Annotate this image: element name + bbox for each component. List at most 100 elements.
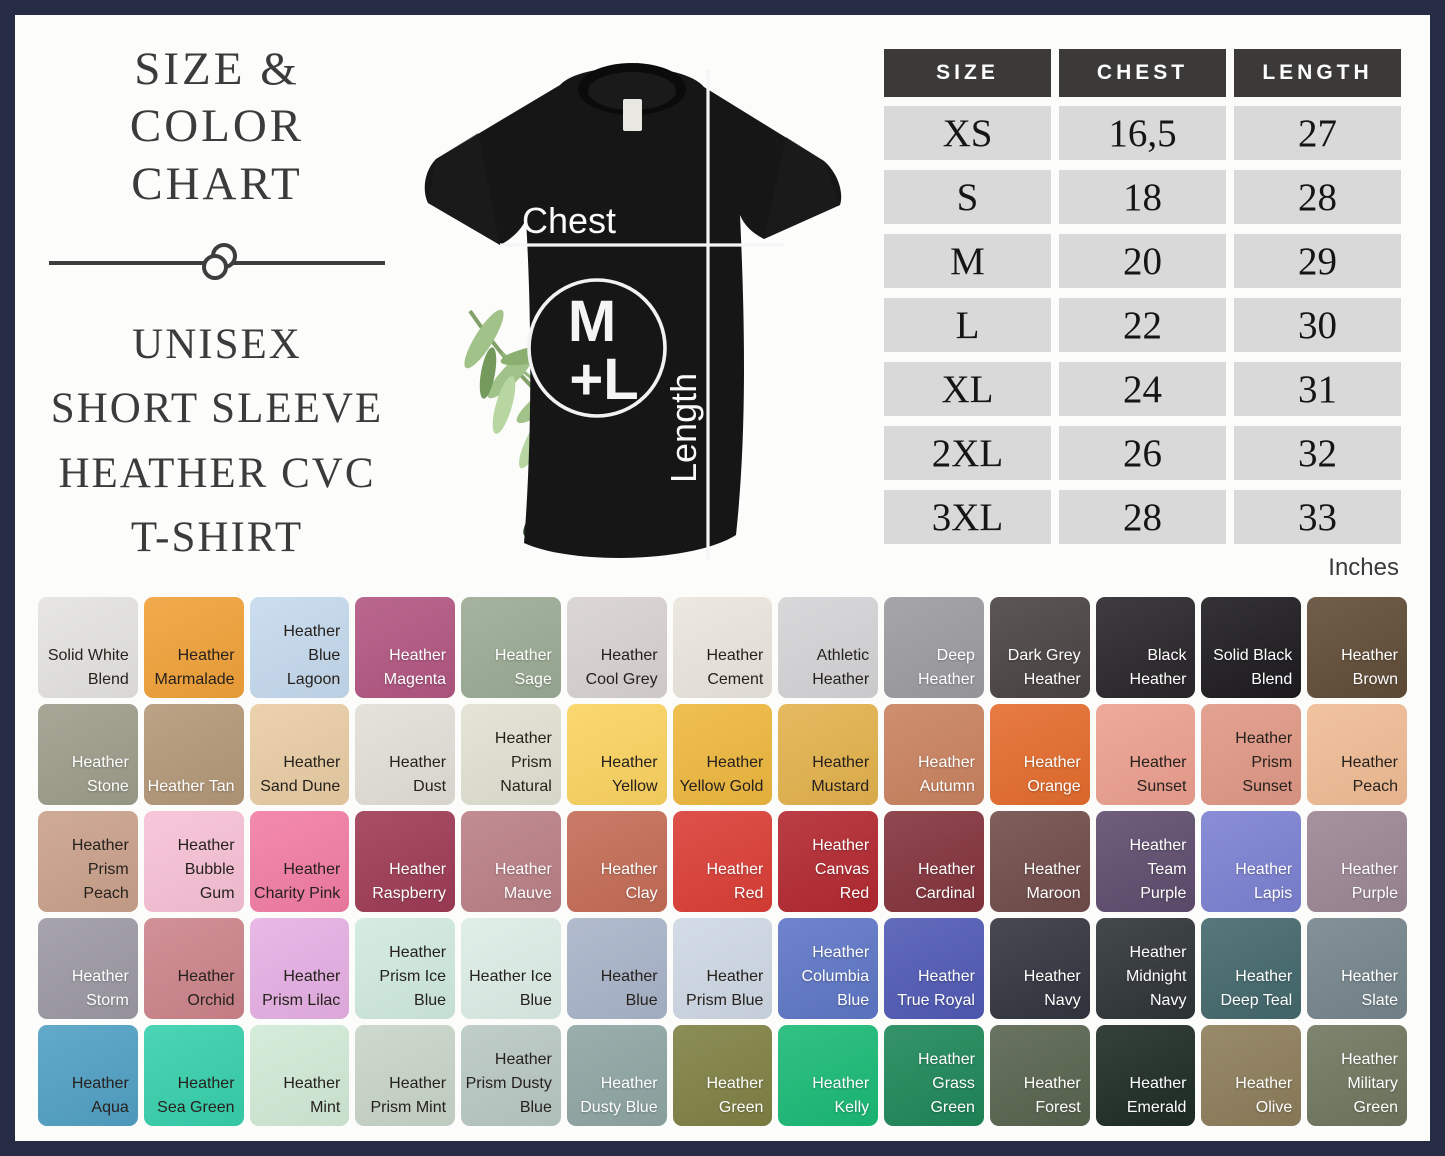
color-swatch-label: Heather Mustard	[811, 754, 870, 795]
color-swatch-label: Heather Blue	[600, 968, 658, 1009]
color-swatch-label: Solid White Blend	[47, 647, 129, 688]
collar-tag-icon	[623, 99, 642, 131]
color-swatch-label: Heather Mauve	[494, 861, 552, 902]
color-swatch: Heather Prism Mint	[355, 1025, 456, 1126]
color-swatch: Heather Emerald	[1095, 1025, 1196, 1126]
color-swatch: Heather Red	[672, 811, 773, 912]
color-swatch-label: Heather Military Green	[1341, 1051, 1398, 1116]
product-subtitle-line: T-SHIRT	[130, 514, 304, 562]
color-swatch: Black Heather	[1095, 597, 1196, 698]
color-swatch-label: Heather Tan	[147, 778, 235, 795]
page-title-line1: SIZE & COLOR	[129, 43, 305, 153]
color-swatch-label: Heather Green	[706, 1075, 764, 1116]
size-table-cell-length: 28	[1234, 170, 1401, 224]
swatch-grid: Solid White Blend Heather Marmalade Heathe…	[38, 597, 1407, 1126]
size-table-row: M 20 29	[884, 234, 1401, 288]
color-swatch-label: Heather Raspberry	[372, 861, 447, 902]
chest-label: Chest	[522, 200, 616, 241]
size-table-cell-chest: 28	[1059, 490, 1226, 544]
size-table-row: XL 24 31	[884, 362, 1401, 416]
color-swatch: Heather Prism Peach	[38, 811, 138, 912]
color-swatch: Heather Cardinal	[884, 811, 984, 912]
color-swatch-label: Heather Cement	[706, 647, 764, 688]
measurement-lines	[500, 70, 784, 559]
size-table-cell-size: 3XL	[884, 490, 1051, 544]
length-label: Length	[663, 373, 704, 483]
color-swatch-label: Heather Prism Natural	[494, 730, 552, 795]
size-table-header-row: SIZE CHEST LENGTH	[884, 49, 1401, 97]
color-swatch: Heather Deep Teal	[1201, 918, 1302, 1019]
size-table-cell-chest: 24	[1059, 362, 1226, 416]
color-swatch-label: Heather Aqua	[71, 1075, 129, 1116]
size-table-cell-size: M	[884, 234, 1051, 288]
color-swatch-label: Heather Team Purple	[1129, 837, 1187, 902]
color-swatch: Heather Mint	[249, 1025, 350, 1126]
color-swatch-label: Heather Red	[706, 861, 764, 902]
color-swatch: Heather Slate	[1307, 918, 1407, 1019]
color-swatch: Heather Dusty Blue	[566, 1025, 667, 1126]
color-swatch-label: Heather Olive	[1235, 1075, 1293, 1116]
color-swatch-label: Heather Cardinal	[915, 861, 975, 902]
color-swatch: Heather Orchid	[143, 918, 244, 1019]
color-swatch: Heather Grass Green	[884, 1025, 984, 1126]
color-swatch-label: Heather Maroon	[1023, 861, 1081, 902]
color-swatch-label: Heather Columbia Blue	[801, 944, 870, 1009]
color-swatch-label: Heather Magenta	[383, 647, 447, 688]
color-swatch: Heather Orange	[989, 704, 1090, 805]
color-swatch: Heather Prism Ice Blue	[355, 918, 456, 1019]
color-swatch-label: Heather Sea Green	[157, 1075, 235, 1116]
color-swatch-label: Heather Autumn	[918, 754, 975, 795]
color-swatch-label: Heather Emerald	[1126, 1075, 1187, 1116]
ml-logo-icon: M +L	[527, 278, 667, 418]
color-swatch-label: Heather Forest	[1023, 1075, 1081, 1116]
color-swatch: Heather Sand Dune	[249, 704, 350, 805]
size-table-cell-size: 2XL	[884, 426, 1051, 480]
size-table-cell-size: XL	[884, 362, 1051, 416]
color-swatch-label: Heather Sunset	[1129, 754, 1187, 795]
title-block: SIZE & COLOR CHART UNISEX SHORT SLEEVE H…	[41, 41, 393, 571]
color-swatch: Heather Ice Blue	[461, 918, 561, 1019]
product-subtitle-line: SHORT SLEEVE	[50, 385, 384, 433]
color-swatch: Deep Heather	[884, 597, 984, 698]
color-swatch-label: Heather Prism Blue	[686, 968, 764, 1009]
color-swatch-label: Heather Mint	[283, 1075, 341, 1116]
color-swatch: Heather Team Purple	[1095, 811, 1196, 912]
color-swatch: Heather Green	[672, 1025, 773, 1126]
color-swatch-label: Heather Bubble Gum	[177, 837, 235, 902]
color-swatch: Heather Brown	[1307, 597, 1407, 698]
size-table-header-size: SIZE	[884, 49, 1051, 97]
color-swatch: Heather Stone	[38, 704, 138, 805]
size-table-body: XS 16,5 27 S 18 28 M 20 29 L 22 30 XL 24 31 2XL 26 32 3XL 2…	[884, 106, 1401, 544]
color-swatch: Heather Magenta	[355, 597, 456, 698]
color-swatch: Heather Maroon	[989, 811, 1090, 912]
color-swatch: Heather Blue Lagoon	[249, 597, 350, 698]
color-swatch: Heather Cool Grey	[566, 597, 667, 698]
color-swatch: Heather Prism Sunset	[1201, 704, 1302, 805]
color-swatch-label: Heather Orange	[1023, 754, 1081, 795]
color-swatch: Heather Midnight Navy	[1095, 918, 1196, 1019]
color-swatch-label: Heather Peach	[1341, 754, 1398, 795]
size-table-cell-length: 27	[1234, 106, 1401, 160]
color-swatch: Heather Peach	[1307, 704, 1407, 805]
color-swatch-label: Heather Blue Lagoon	[283, 623, 341, 688]
product-subtitle-line: HEATHER CVC	[58, 449, 376, 497]
color-swatch: Heather Prism Natural	[461, 704, 561, 805]
size-table-row: XS 16,5 27	[884, 106, 1401, 160]
color-swatch: Heather Sunset	[1095, 704, 1196, 805]
size-table-row: 2XL 26 32	[884, 426, 1401, 480]
size-table-cell-size: L	[884, 298, 1051, 352]
color-swatch: Heather Yellow Gold	[672, 704, 773, 805]
color-swatch: Heather Yellow	[566, 704, 667, 805]
size-table-header-chest: CHEST	[1059, 49, 1226, 97]
color-swatch-label: Deep Heather	[918, 647, 975, 688]
color-swatch-label: Heather Prism Ice Blue	[379, 944, 447, 1009]
size-table-header-length: LENGTH	[1234, 49, 1401, 97]
color-swatch: Heather Tan	[143, 704, 244, 805]
color-swatch-label: Heather Prism Sunset	[1235, 730, 1293, 795]
color-swatch: Heather Mustard	[778, 704, 879, 805]
tshirt-diagram: Chest Length M +L	[392, 43, 872, 583]
color-swatch-label: Heather True Royal	[897, 968, 975, 1009]
color-swatch: Heather Raspberry	[355, 811, 456, 912]
color-swatch: Heather Lapis	[1201, 811, 1302, 912]
